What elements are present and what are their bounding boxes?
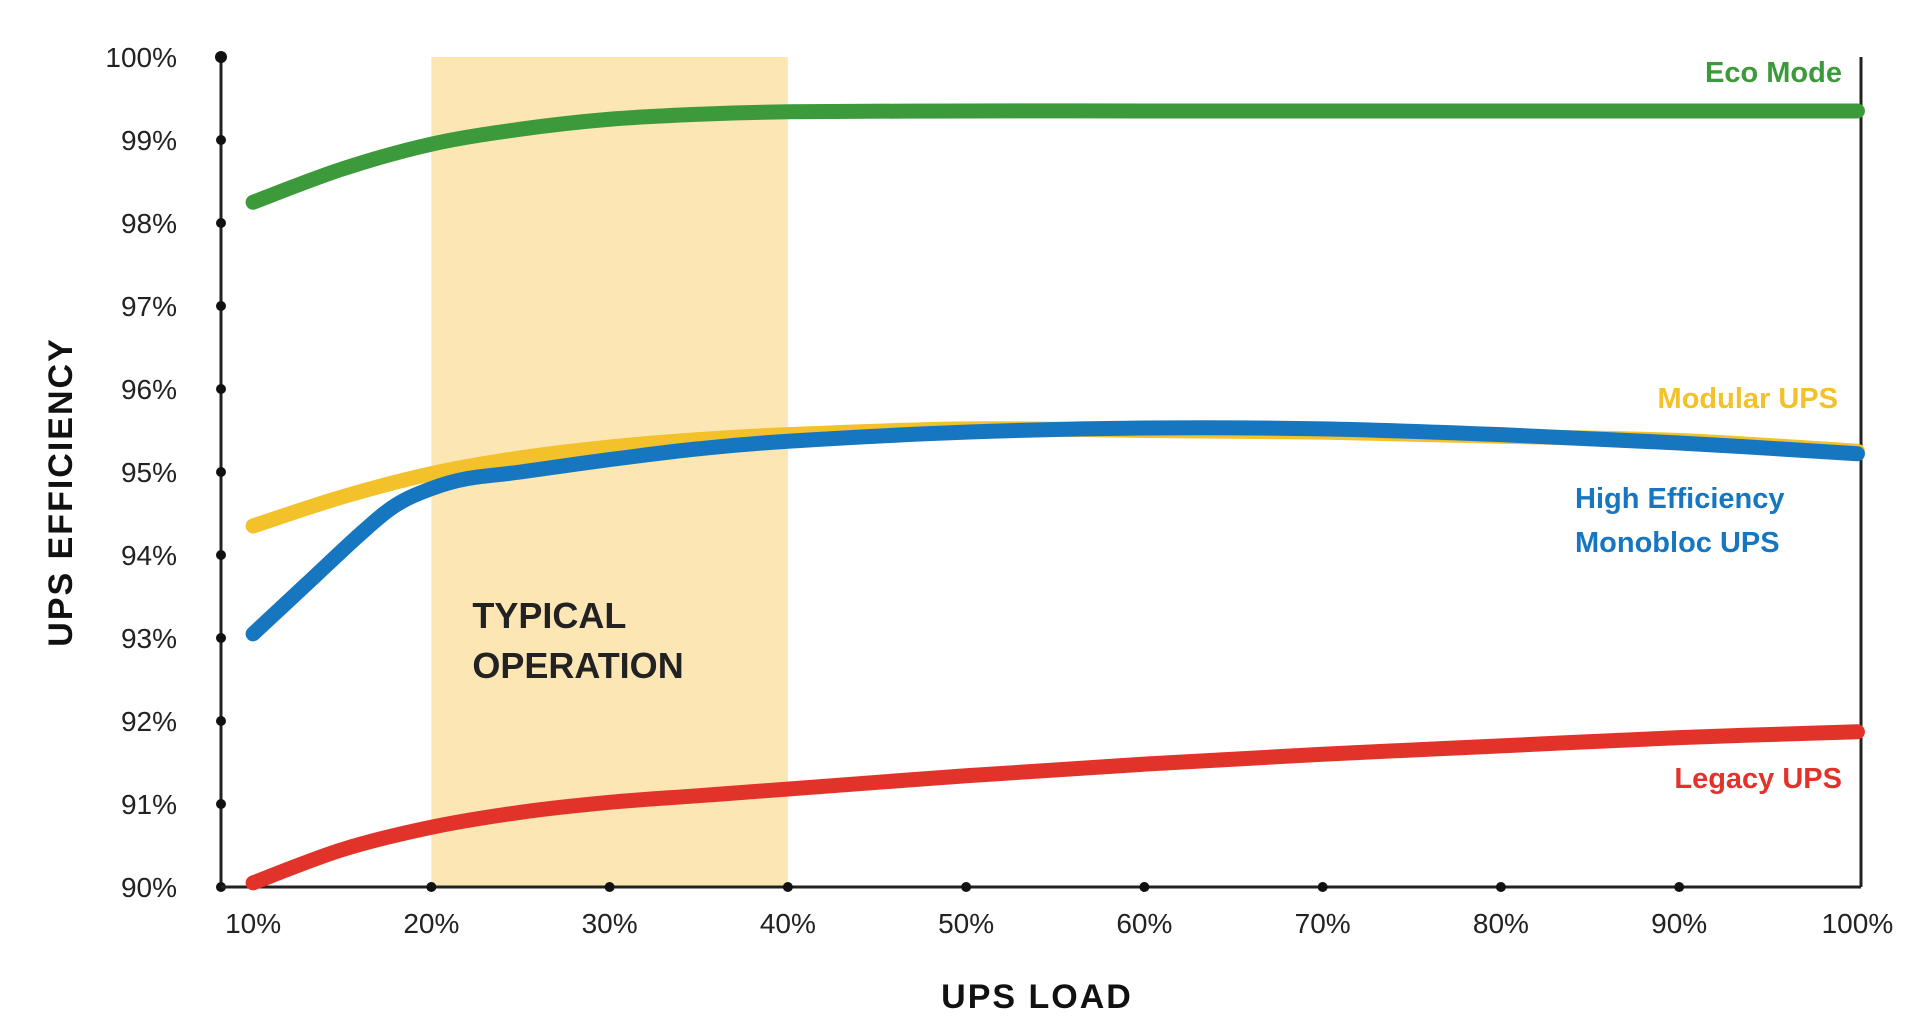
y-tick-dot bbox=[215, 51, 227, 63]
band-label-line: OPERATION bbox=[472, 645, 683, 686]
band-label-line: TYPICAL bbox=[472, 595, 626, 636]
y-tick-label: 91% bbox=[121, 789, 177, 820]
y-tick-dot bbox=[216, 218, 226, 228]
x-tick-label: 70% bbox=[1295, 908, 1351, 939]
series-line-legacy-ups bbox=[245, 724, 1865, 891]
x-tick-label: 60% bbox=[1116, 908, 1172, 939]
y-tick-dot bbox=[216, 716, 226, 726]
x-tick-label: 90% bbox=[1651, 908, 1707, 939]
x-axis-title: UPS LOAD bbox=[941, 978, 1133, 1016]
y-tick-label: 96% bbox=[121, 374, 177, 405]
y-tick-dot bbox=[216, 384, 226, 394]
series-label: Eco Mode bbox=[1705, 57, 1842, 89]
series-label: Monobloc UPS bbox=[1575, 527, 1780, 559]
x-tick-dot bbox=[1495, 882, 1506, 892]
series-label: High Efficiency bbox=[1575, 483, 1785, 515]
series-layer bbox=[245, 103, 1865, 891]
x-tick-label: 20% bbox=[403, 908, 459, 939]
x-tick-label: 50% bbox=[938, 908, 994, 939]
y-tick-label: 100% bbox=[105, 42, 177, 73]
x-tick-dot bbox=[782, 882, 793, 892]
y-tick-label: 99% bbox=[121, 125, 177, 156]
typical-operation-label: TYPICAL OPERATION bbox=[472, 595, 683, 686]
y-axis: 90% 91% 92% 93% 94% 95% 96% 97% 98% 99% 100% bbox=[105, 42, 227, 903]
y-tick-label: 90% bbox=[121, 872, 177, 903]
x-tick-dot bbox=[604, 882, 615, 892]
y-axis-title: UPS EFFICIENCY bbox=[42, 337, 80, 646]
y-tick-label: 97% bbox=[121, 291, 177, 322]
x-tick-dot bbox=[426, 882, 437, 892]
y-tick-dot bbox=[216, 799, 226, 809]
x-tick-label: 10% bbox=[225, 908, 281, 939]
x-tick-label: 30% bbox=[582, 908, 638, 939]
series-line-high-efficiency-monobloc-ups bbox=[245, 420, 1865, 642]
y-tick-dot bbox=[216, 633, 226, 643]
y-tick-dot bbox=[216, 135, 226, 145]
x-tick-label: 40% bbox=[760, 908, 816, 939]
x-tick-dot bbox=[1139, 882, 1150, 892]
y-tick-label: 93% bbox=[121, 623, 177, 654]
y-tick-label: 98% bbox=[121, 208, 177, 239]
x-axis: 10% 20% 30% 40% 50% 60% 70% 80% 90% 100% bbox=[221, 882, 1893, 939]
series-label: Modular UPS bbox=[1658, 383, 1838, 415]
x-tick-label: 80% bbox=[1473, 908, 1529, 939]
x-tick-dot bbox=[1674, 882, 1685, 892]
x-tick-dot bbox=[961, 882, 972, 892]
series-label: Legacy UPS bbox=[1674, 763, 1842, 795]
y-tick-dot bbox=[216, 301, 226, 311]
series-line-eco-mode bbox=[245, 103, 1865, 210]
x-tick-dot bbox=[1317, 882, 1328, 892]
y-tick-label: 95% bbox=[121, 457, 177, 488]
y-tick-dot bbox=[216, 467, 226, 477]
y-tick-label: 94% bbox=[121, 540, 177, 571]
y-tick-dot bbox=[216, 550, 226, 560]
y-tick-label: 92% bbox=[121, 706, 177, 737]
series-labels: Eco Mode Modular UPS High Efficiency Monobl… bbox=[1575, 57, 1842, 795]
x-tick-label: 100% bbox=[1822, 908, 1894, 939]
